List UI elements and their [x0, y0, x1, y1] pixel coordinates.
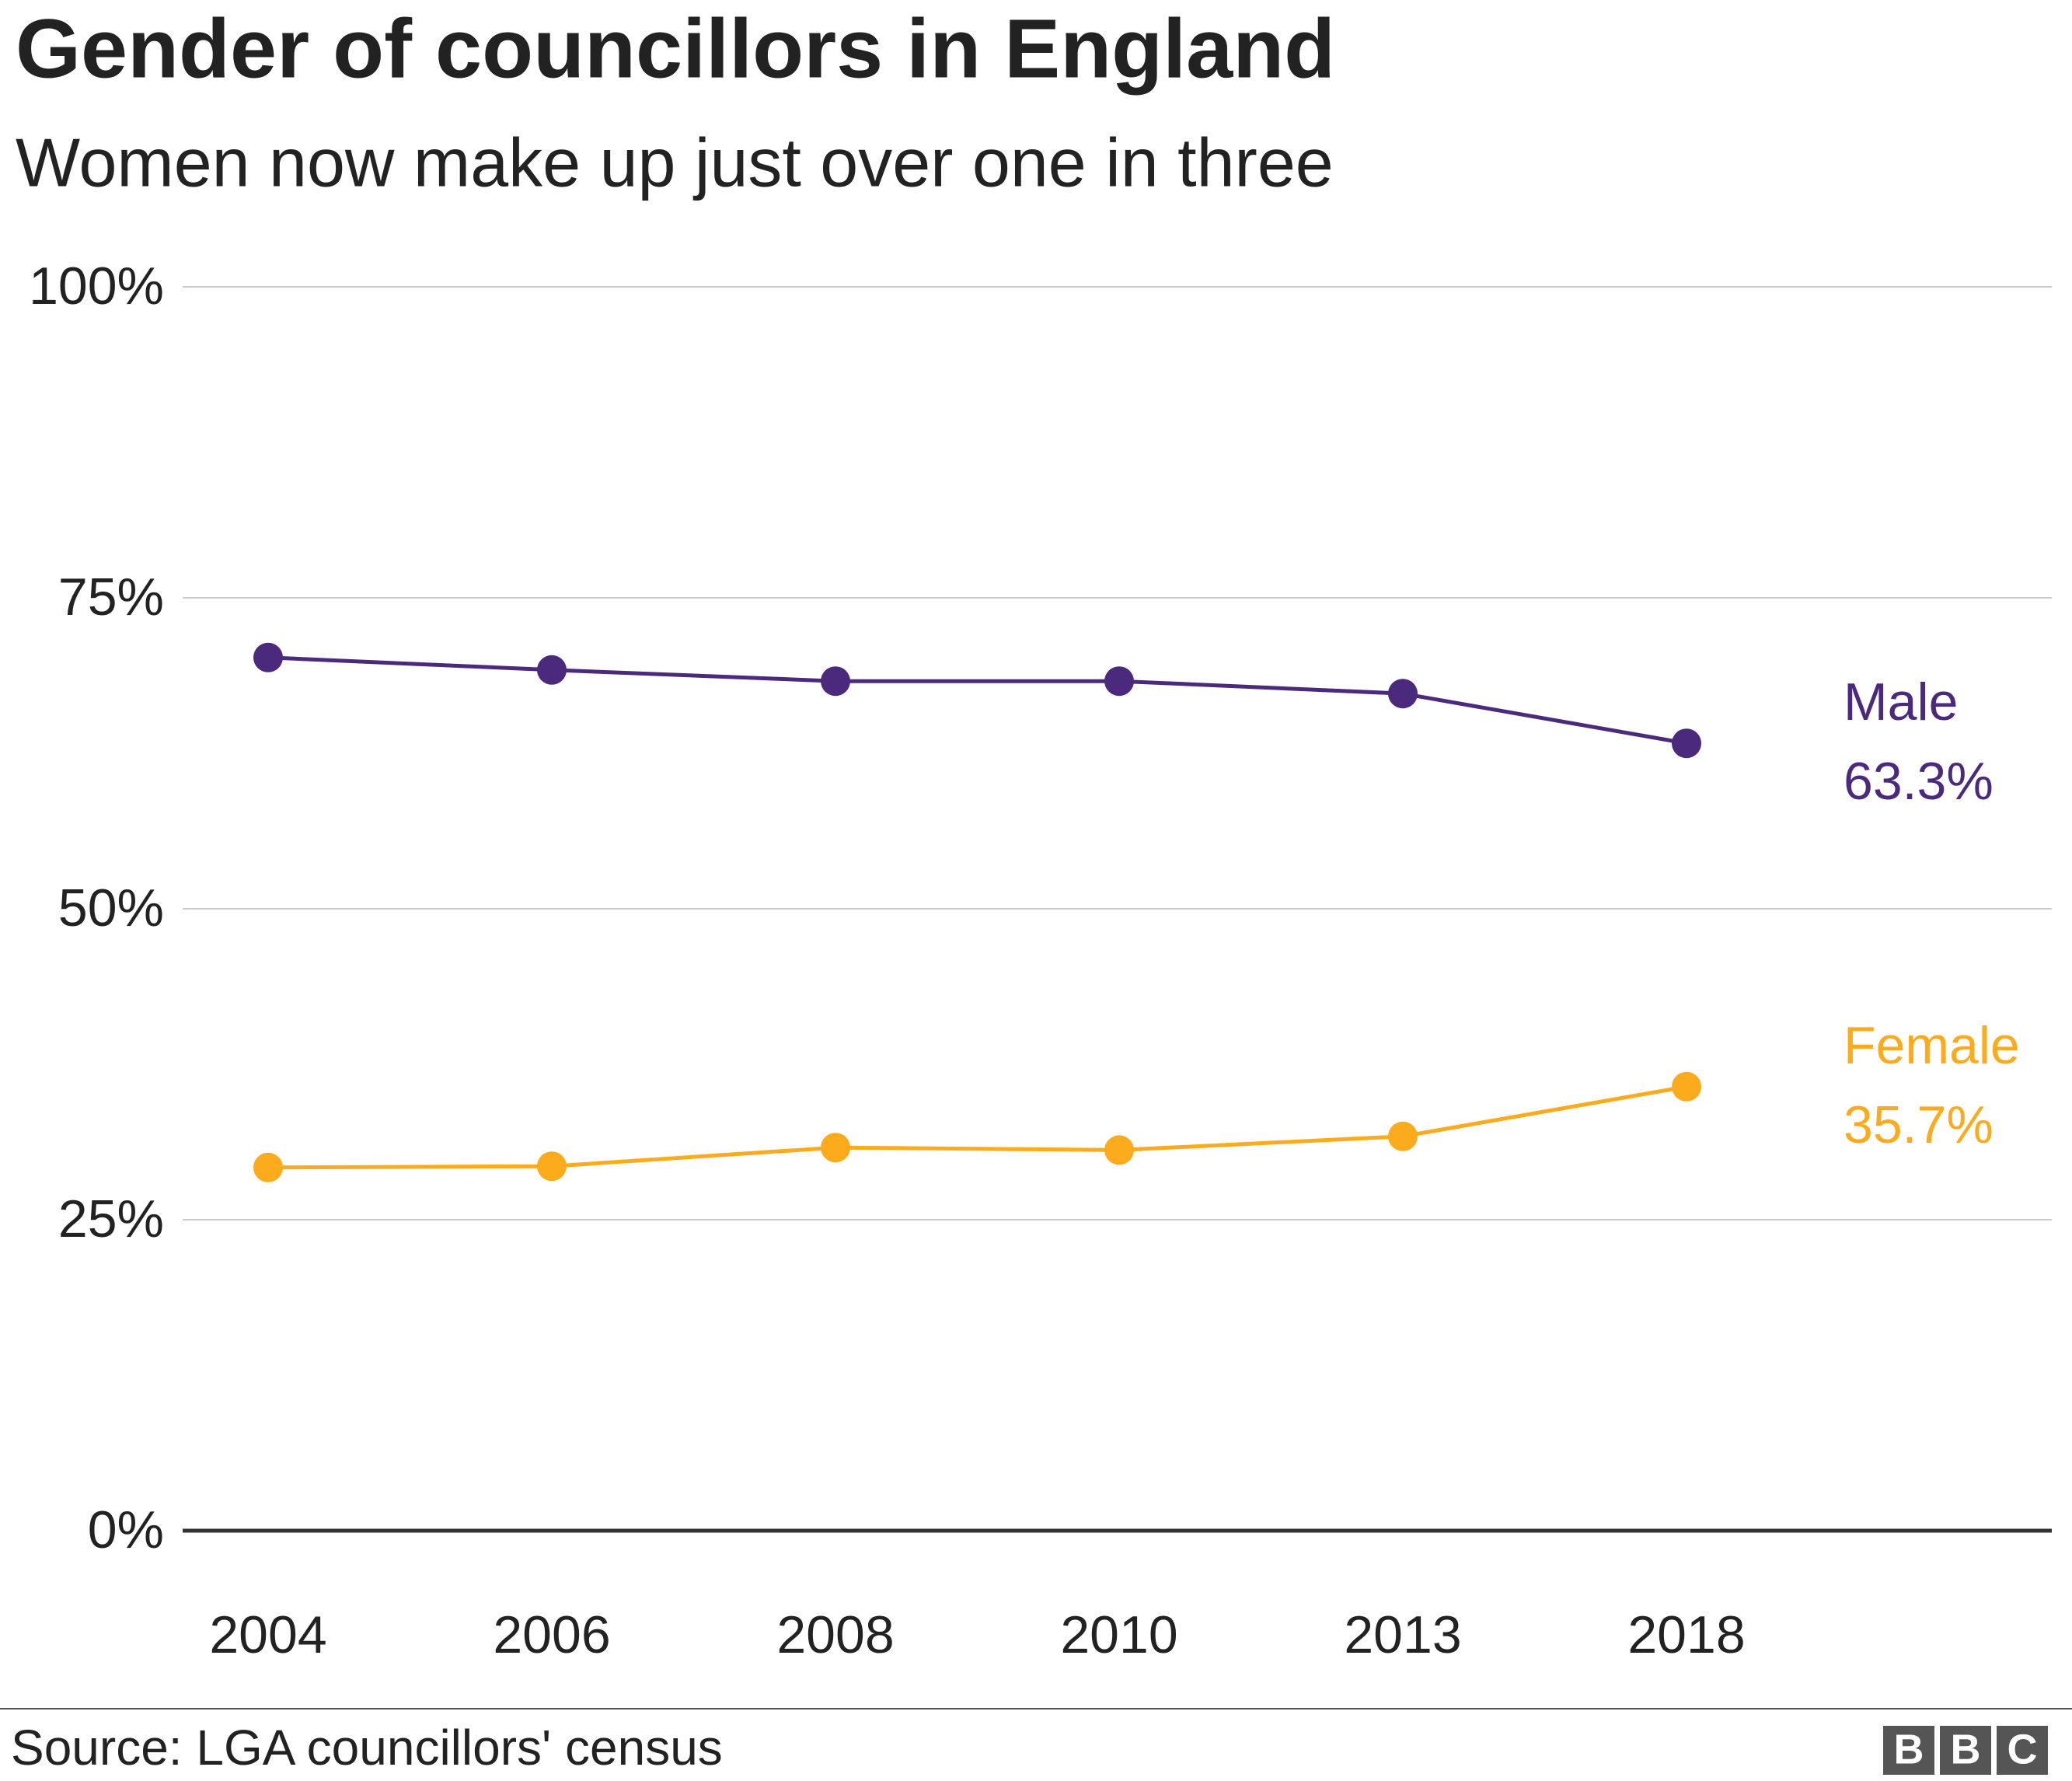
x-tick-label: 2006 [493, 1605, 610, 1664]
legend-label: Female [1844, 1016, 2020, 1075]
point [1672, 1071, 1701, 1102]
value-label: 63.3% [1844, 752, 1994, 811]
logo-box [1940, 1726, 1991, 1775]
point [537, 1151, 567, 1182]
y-tick-label: 25% [58, 1189, 164, 1248]
chart-title: Gender of councillors in England [16, 2, 1335, 96]
series-line [267, 1084, 1687, 1170]
point [1104, 1135, 1134, 1165]
y-tick-label: 100% [29, 257, 164, 316]
x-tick-label: 2018 [1627, 1605, 1745, 1664]
logo-letter: C [2007, 1726, 2038, 1772]
logo-letter: B [1894, 1726, 1924, 1772]
x-tick-label: 2008 [776, 1605, 894, 1664]
y-tick-label: 50% [58, 878, 164, 938]
logo-letter: B [1951, 1726, 1981, 1772]
source: Source: LGA councillors' census [11, 1720, 723, 1776]
point [1388, 1121, 1418, 1151]
point [821, 666, 850, 697]
y-tick-label: 0% [88, 1500, 164, 1559]
point [1388, 679, 1418, 709]
point [253, 642, 283, 672]
point [1672, 728, 1701, 759]
x-tick-label: 2010 [1060, 1605, 1177, 1664]
y-tick-label: 75% [58, 567, 164, 627]
value-label: 35.7% [1844, 1095, 1994, 1154]
chart-subtitle: Women now make up just over one in three [16, 124, 1334, 201]
point [253, 1152, 283, 1182]
logo-box [1997, 1726, 2048, 1775]
legend-label: Male [1844, 672, 1958, 732]
logo-box [1883, 1726, 1934, 1775]
x-tick-label: 2004 [209, 1605, 326, 1664]
point [537, 655, 567, 685]
x-tick-label: 2013 [1344, 1605, 1461, 1664]
series-line [267, 655, 1687, 746]
point [821, 1133, 850, 1163]
point [1104, 666, 1134, 697]
